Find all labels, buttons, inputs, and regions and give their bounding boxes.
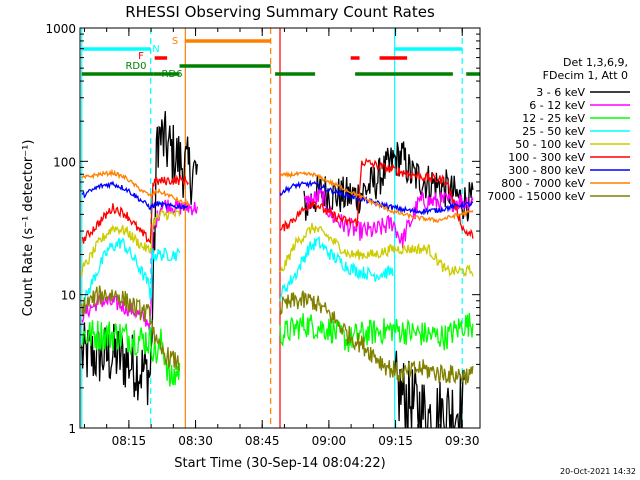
legend-label: 7000 - 15000 keV xyxy=(487,190,585,203)
flag-bar-label: N xyxy=(152,44,159,55)
series-line-segment xyxy=(81,180,190,211)
x-axis: 08:15 08:30 08:45 09:00 09:15 09:30 xyxy=(83,28,480,448)
series-line-segment xyxy=(279,290,474,385)
series-100-300-keV xyxy=(81,157,474,244)
x-tick-label: 09:00 xyxy=(312,434,347,448)
flag-bar-label: F xyxy=(138,51,144,62)
flag-bar-rd6: RD6 xyxy=(81,69,480,80)
series-line-segment xyxy=(279,222,474,278)
y-tick-label: 1000 xyxy=(45,22,76,36)
plot-frame xyxy=(79,27,481,429)
x-tick-label: 08:45 xyxy=(245,434,280,448)
series-group xyxy=(81,111,474,428)
x-tick-label: 09:15 xyxy=(378,434,413,448)
legend-label: 50 - 100 keV xyxy=(515,138,585,151)
series-line-segment xyxy=(279,312,474,353)
y-tick-label: 100 xyxy=(53,155,76,169)
series-line-segment xyxy=(279,236,394,302)
legend: Det 1,3,6,9, FDecim 1, Att 0 3 - 6 keV6 … xyxy=(487,56,630,203)
legend-label: 6 - 12 keV xyxy=(529,99,585,112)
x-tick-label: 08:15 xyxy=(112,434,147,448)
series-line-segment xyxy=(81,208,181,277)
y-tick-label: 1 xyxy=(68,422,76,436)
flag-bar-label: RD6 xyxy=(161,69,182,80)
legend-label: 25 - 50 keV xyxy=(522,125,585,138)
legend-header-line-1: Det 1,3,6,9, xyxy=(563,56,628,69)
y-axis-label: Count Rate (s⁻¹ detector⁻¹) xyxy=(21,140,36,317)
flag-bar-n: N xyxy=(81,44,463,55)
flag-bar-f: F xyxy=(138,51,408,62)
series-50-100-keV xyxy=(81,208,474,278)
x-tick-label: 08:30 xyxy=(178,434,213,448)
flag-bar-label: S xyxy=(172,36,178,47)
chart-title: RHESSI Observing Summary Count Rates xyxy=(125,3,435,21)
x-axis-label: Start Time (30-Sep-14 08:04:22) xyxy=(174,456,385,471)
series-line-segment xyxy=(394,350,465,428)
series-25-50-keV xyxy=(81,236,394,314)
flag-bar-s: S xyxy=(172,36,271,47)
legend-header-line-2: FDecim 1, Att 0 xyxy=(543,69,628,82)
flag-bar-rd0: RD0 xyxy=(125,61,271,72)
legend-label: 3 - 6 keV xyxy=(536,86,585,99)
series-7000-15000-keV xyxy=(81,285,474,385)
y-tick-label: 10 xyxy=(61,289,76,303)
legend-label: 300 - 800 keV xyxy=(508,164,585,177)
series-line-segment xyxy=(81,174,189,244)
timestamp: 20-Oct-2021 14:32 xyxy=(560,467,636,476)
flag-bar-label: RD0 xyxy=(125,61,146,72)
series-line-segment xyxy=(81,285,181,371)
y-axis: 1 10 100 1000 xyxy=(45,22,480,436)
legend-label: 800 - 7000 keV xyxy=(501,177,585,190)
legend-label: 12 - 25 keV xyxy=(522,112,585,125)
legend-label: 100 - 300 keV xyxy=(508,151,585,164)
series-line-segment xyxy=(81,237,181,314)
series-line-segment xyxy=(279,170,474,224)
series-line-segment xyxy=(279,157,474,239)
x-tick-label: 09:30 xyxy=(445,434,480,448)
series-800-7000-keV xyxy=(81,168,474,224)
series-line-segment xyxy=(81,168,190,207)
